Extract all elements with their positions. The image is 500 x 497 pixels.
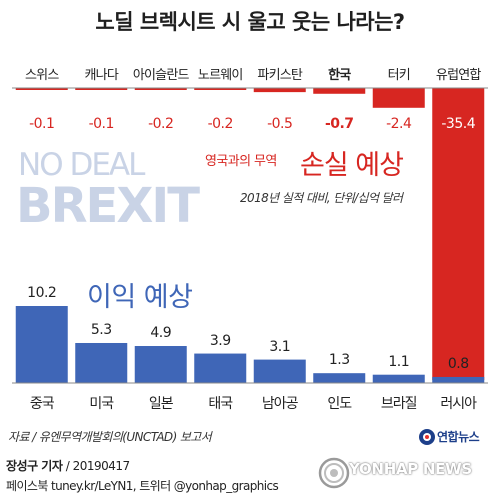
gain-bar-6 — [372, 374, 425, 383]
loss-category-label: 유럽연합 — [435, 68, 481, 83]
loss-category-label: 터키 — [387, 68, 411, 83]
loss-value-label: -2.4 — [386, 116, 412, 132]
gain-bar-4 — [253, 359, 306, 383]
loss-value-label: -0.7 — [324, 116, 354, 132]
gain-category-label: 남아공 — [261, 396, 299, 412]
loss-bar-0 — [15, 88, 68, 90]
loss-value-label: -0.1 — [29, 116, 55, 132]
gain-value-label: 1.1 — [388, 353, 410, 370]
loss-bar-2 — [134, 88, 187, 90]
gain-category-label: 브라질 — [380, 396, 418, 412]
loss-bar-4 — [253, 88, 306, 93]
loss-value-label: -0.5 — [267, 116, 293, 132]
background-text-brexit: BREXIT — [16, 178, 200, 234]
loss-value-label: -0.2 — [148, 116, 174, 132]
loss-bar-7 — [432, 88, 485, 380]
yonhap-watermark-icon — [318, 457, 350, 489]
loss-category-label: 스위스 — [25, 68, 59, 83]
gain-value-label: 1.3 — [328, 352, 350, 369]
watermark-text: YONHAP NEWS — [349, 460, 472, 478]
loss-title: 손실 예상 — [300, 150, 404, 181]
loss-category-label: 아이슬란드 — [132, 68, 190, 83]
loss-category-label: 한국 — [328, 68, 351, 83]
byline: 장성구 기자 / 20190417 — [6, 457, 130, 474]
byline-date: 20190417 — [72, 459, 131, 473]
gain-value-label: 3.1 — [269, 338, 291, 355]
gain-value-label: 5.3 — [90, 321, 112, 338]
gain-bar-1 — [75, 342, 128, 383]
social-links: 페이스북 tuney.kr/LeYN1, 트위터 @yonhap_graphic… — [6, 479, 279, 493]
gain-category-label: 태국 — [208, 396, 233, 412]
byline-author: 장성구 기자 — [6, 459, 63, 473]
gain-bar-0 — [15, 306, 68, 383]
chart-title: 노딜 브렉시트 시 울고 웃는 나라는? — [95, 10, 405, 34]
gain-bar-3 — [194, 353, 247, 383]
source-note: 자료 / 유엔무역개발회의(UNCTAD) 보고서 — [8, 430, 212, 444]
gain-bars — [15, 306, 485, 383]
yonhap-logo-icon — [419, 429, 435, 445]
gain-category-label: 미국 — [89, 396, 114, 412]
gain-category-label: 중국 — [29, 396, 55, 412]
loss-bar-1 — [75, 88, 128, 90]
gain-bar-7 — [432, 376, 485, 383]
gain-category-label: 러시아 — [440, 396, 477, 412]
loss-bar-6 — [372, 88, 425, 108]
loss-value-label: -0.2 — [207, 116, 234, 132]
title-band — [0, 0, 500, 50]
gain-title: 이익 예상 — [87, 282, 193, 313]
loss-value-label: -35.4 — [441, 116, 476, 132]
loss-bars — [15, 88, 485, 380]
loss-value-label: -0.1 — [88, 116, 115, 132]
loss-category-label: 캐나다 — [84, 68, 119, 83]
loss-category-label: 노르웨이 — [197, 68, 243, 83]
gain-value-label: 3.9 — [209, 332, 231, 349]
gain-bar-2 — [134, 346, 187, 383]
loss-bar-5 — [313, 88, 366, 94]
byline-separator: / — [65, 459, 73, 473]
loss-bar-3 — [194, 88, 247, 90]
loss-category-label: 파키스탄 — [257, 68, 303, 83]
gain-bar-5 — [313, 373, 366, 383]
gain-value-label: 4.9 — [150, 325, 172, 341]
background-text-no-deal: NO DEAL — [18, 147, 145, 183]
gain-category-label: 인도 — [327, 396, 352, 412]
loss-subtitle: 영국과의 무역 — [205, 154, 277, 169]
logo-text: 연합뉴스 — [437, 430, 480, 444]
gain-category-label: 일본 — [148, 396, 174, 412]
gain-value-label: 10.2 — [27, 285, 57, 301]
gain-value-label: 0.8 — [447, 355, 469, 372]
unit-note: 2018년 실적 대비, 단위/십억 달러 — [240, 191, 403, 205]
